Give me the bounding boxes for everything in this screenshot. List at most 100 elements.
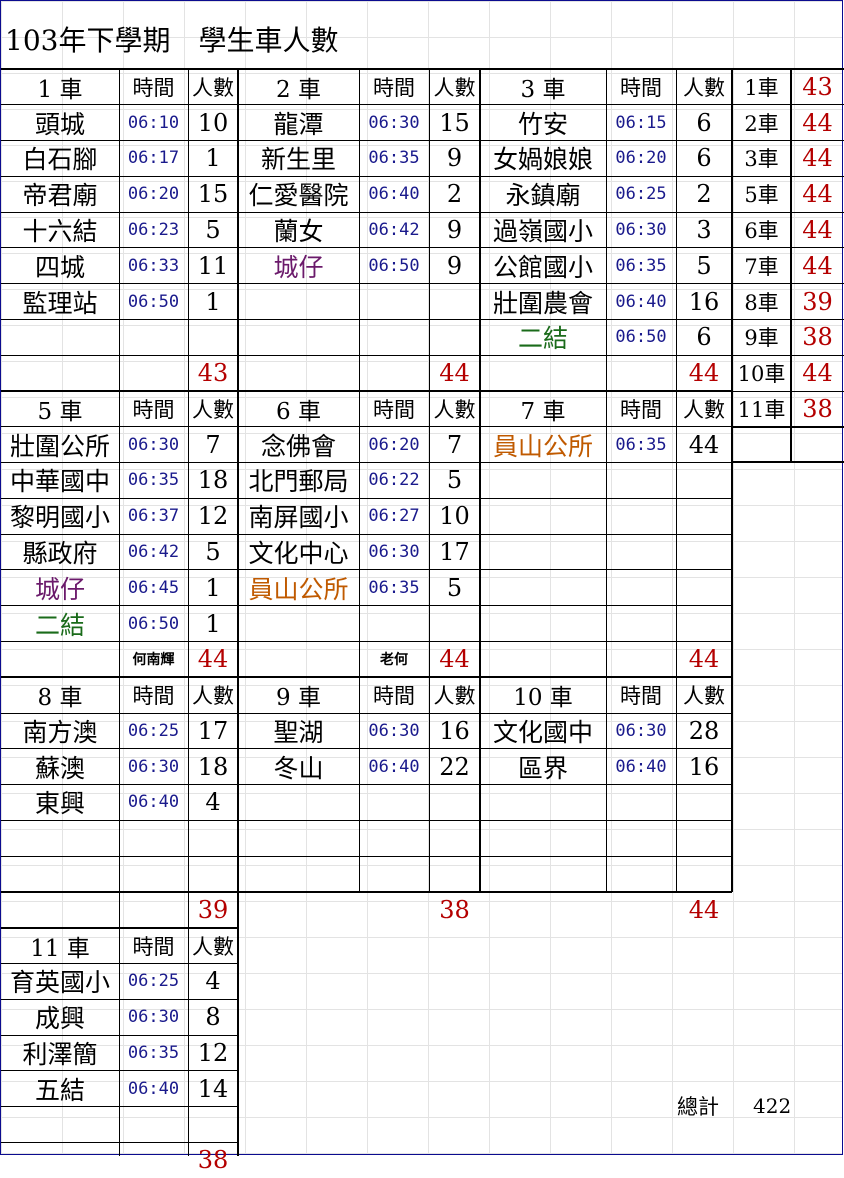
stop-name: 十六結 [22,217,98,246]
stop-time: 06:42 [368,219,420,240]
stop-name: 東興 [34,789,85,819]
stop-count: 6 [696,144,712,173]
stop-name: 成興 [34,1004,85,1034]
row-rule [732,247,844,249]
stop-time: 06:42 [127,542,180,562]
bus-total: 38 [439,895,470,924]
stop-name: 冬山 [273,753,324,783]
stop-count: 5 [446,466,463,495]
row-rule [1,283,732,285]
stop-name: 白石腳 [22,145,98,175]
summary-bus-count: 44 [802,108,833,137]
stop-count: 12 [197,502,229,531]
stop-name: 蘇澳 [34,753,85,783]
people-column-header: 人數 [192,75,234,100]
bus-1-header: 1 車 [37,76,83,103]
stop-count: 6 [696,108,712,137]
stop-count: 2 [696,180,712,209]
summary-bus-count: 44 [802,144,833,173]
stop-name: 城仔 [273,252,324,282]
stop-count: 3 [696,215,712,244]
time-column-header: 時間 [620,75,662,100]
people-column-header: 人數 [433,75,476,100]
stop-time: 06:17 [127,148,180,169]
bus-11-header: 11 車 [30,935,90,962]
row-rule [1,569,732,571]
summary-bus-label: 6車 [744,218,779,243]
stop-time: 06:30 [368,542,420,562]
stop-time: 06:27 [368,506,420,527]
stop-name: 頭城 [34,109,85,139]
time-column-header: 時間 [132,75,175,100]
stop-count: 6 [696,323,712,352]
bus-total: 39 [197,895,229,924]
bus-total: 44 [197,645,229,674]
stop-name: 員山公所 [492,431,593,461]
stop-name: 女媧娘娘 [492,145,593,175]
row-rule [1,462,732,464]
summary-bus-label: 8車 [744,290,779,315]
row-rule [1,247,732,249]
bus-6-header: 6 車 [276,398,321,425]
row-rule [732,283,844,285]
stop-time: 06:30 [127,756,180,777]
stop-time: 06:40 [127,792,180,813]
row-rule [732,390,844,392]
summary-bus-label: 3車 [744,147,779,172]
bus-total: 44 [688,359,720,388]
stop-name: 帝君廟 [22,181,98,211]
stop-time: 06:50 [615,327,667,348]
people-column-header: 人數 [683,397,725,422]
row-rule [1,175,732,177]
stop-name: 二結 [517,324,568,354]
stop-name: 育英國小 [9,968,110,998]
bus-total: 38 [197,1146,229,1175]
stop-time: 06:30 [127,1007,180,1028]
stop-count: 15 [439,108,470,137]
summary-bus-label: 5車 [744,183,779,208]
stop-count: 5 [696,251,712,280]
stop-count: 5 [446,573,463,602]
summary-bus-count: 44 [802,251,833,280]
section-rule [1,676,732,679]
row-rule [1,497,732,499]
section-rule [1,390,732,393]
stop-time: 06:35 [615,434,667,455]
stop-name: 過嶺國小 [492,217,593,246]
time-column-header: 時間 [132,397,175,422]
summary-col-rule [790,69,792,463]
stop-name: 員山公所 [248,574,349,604]
row-rule [732,104,844,106]
stop-time: 06:30 [615,219,667,240]
stop-count: 1 [205,287,221,316]
stop-count: 16 [688,752,720,781]
time-column-header: 時間 [132,934,175,959]
page-title: 103年下學期 學生車人數 [5,24,339,57]
summary-bus-label: 7車 [744,254,779,279]
summary-bus-count: 44 [802,215,833,244]
stop-time: 06:50 [127,613,180,634]
col-rule [359,69,360,892]
row-rule [1,819,732,821]
stop-name: 北門郵局 [248,467,349,497]
stop-count: 18 [197,752,229,781]
people-column-header: 人數 [192,684,234,709]
stop-time: 06:40 [368,756,420,777]
row-rule [732,140,844,142]
stop-count: 1 [205,609,221,638]
bus-7-header: 7 車 [520,398,566,425]
row-rule [1,354,732,356]
group-rule [731,69,733,892]
time-column-header: 時間 [132,684,175,709]
summary-bottom-rule [732,461,844,464]
stop-time: 06:35 [368,577,420,598]
stop-count: 9 [446,215,463,244]
stop-name: 蘭女 [273,217,324,246]
stop-count: 1 [205,144,221,173]
row-rule [1,426,732,428]
time-column-header: 時間 [620,684,662,709]
stop-time: 06:50 [127,291,180,312]
stop-time: 06:35 [368,148,420,169]
summary-bus-label: 11車 [737,397,786,422]
